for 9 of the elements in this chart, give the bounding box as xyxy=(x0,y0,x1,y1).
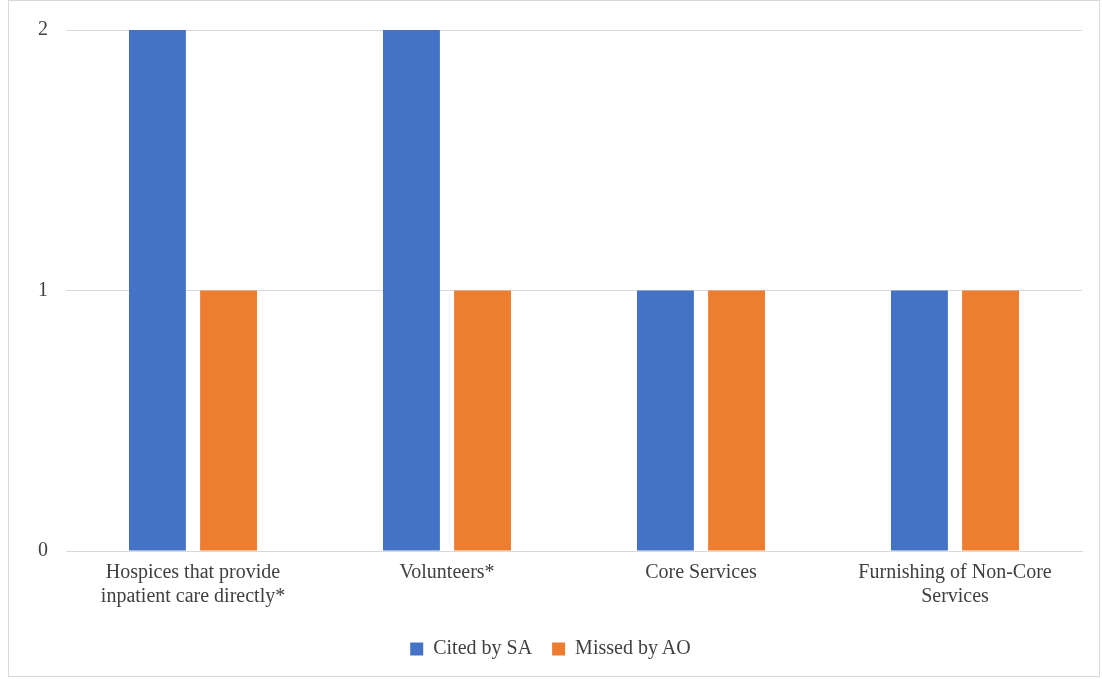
y-tick-label: 0 xyxy=(38,538,48,561)
x-tick-label: Volunteers* xyxy=(399,560,495,583)
x-tick-label: Core Services xyxy=(645,560,758,583)
x-tick-label: Hospices that provide inpatient care directly* xyxy=(100,560,286,608)
x-tick-label: Furnishing of Non-Core Services xyxy=(858,560,1052,607)
y-tick-label: 2 xyxy=(38,17,48,40)
y-tick-label: 1 xyxy=(38,277,48,300)
legend-label: Missed by AO xyxy=(575,636,691,660)
legend-label: Cited by SA xyxy=(433,636,533,660)
